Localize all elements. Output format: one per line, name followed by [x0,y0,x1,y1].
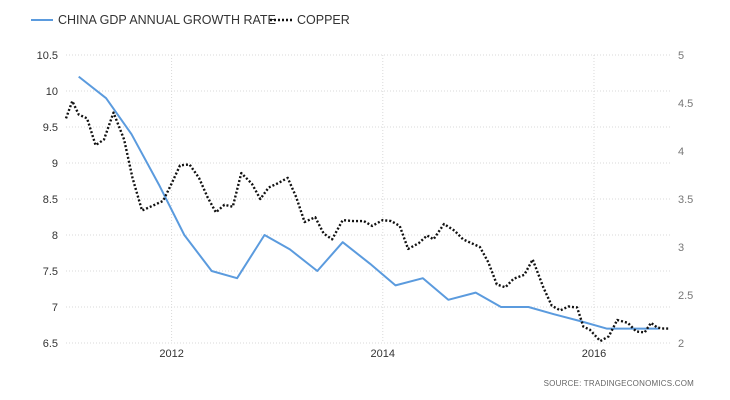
right-tick-label: 2 [678,338,684,350]
x-tick-label: 2014 [371,348,395,360]
left-tick-label: 7.5 [43,266,58,278]
x-tick-label: 2016 [582,348,606,360]
x-tick-label: 2012 [159,348,183,360]
left-tick-label: 9 [52,158,58,170]
right-tick-label: 2.5 [678,290,693,302]
legend-item-gdp[interactable]: CHINA GDP ANNUAL GROWTH RATE [31,13,276,27]
left-tick-label: 8.5 [43,194,58,206]
right-tick-label: 5 [678,50,684,62]
left-tick-label: 10 [46,86,58,98]
gdp-series-line[interactable] [78,75,660,330]
legend-item-copper[interactable]: COPPER [270,13,350,27]
legend-label-copper: COPPER [297,13,350,27]
x-axis-ticks: 2012 2014 2016 [159,348,606,360]
copper-series-line[interactable] [64,99,670,343]
right-axis-ticks: 2 2.5 3 3.5 4 4.5 5 [678,50,693,350]
right-tick-label: 3 [678,242,684,254]
left-axis-ticks: 6.5 7 7.5 8 8.5 9 9.5 10 10.5 [37,50,58,350]
right-tick-label: 4 [678,146,684,158]
gridlines [66,54,670,344]
left-tick-label: 10.5 [37,50,58,62]
right-tick-label: 3.5 [678,194,693,206]
left-tick-label: 8 [52,230,58,242]
left-tick-label: 6.5 [43,338,58,350]
left-tick-label: 7 [52,302,58,314]
right-tick-label: 4.5 [678,98,693,110]
legend-label-gdp: CHINA GDP ANNUAL GROWTH RATE [58,13,276,27]
source-label: SOURCE: TRADINGECONOMICS.COM [544,379,694,388]
legend[interactable]: CHINA GDP ANNUAL GROWTH RATE COPPER [31,13,350,27]
left-tick-label: 9.5 [43,122,58,134]
series-layer [64,75,670,343]
